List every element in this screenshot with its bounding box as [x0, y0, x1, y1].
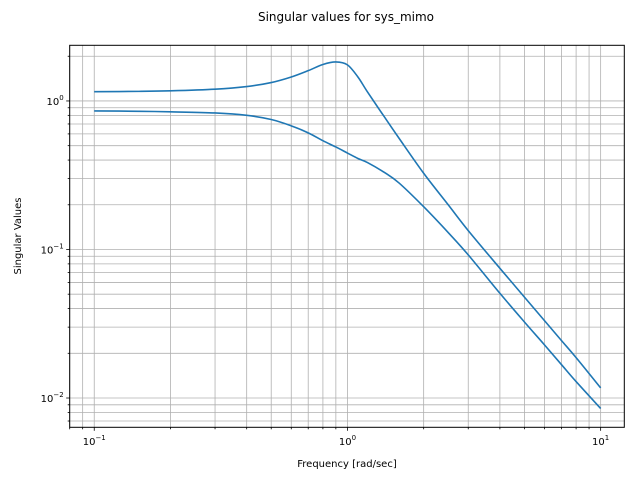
y-tick-labels: 10−2 10−1 100 — [41, 94, 64, 405]
axis-ticks — [66, 55, 602, 431]
series-line-sigma_min — [94, 110, 602, 410]
x-tick-label: 100 — [339, 434, 356, 448]
x-axis-label: Frequency [rad/sec] — [297, 459, 397, 470]
x-tick-label: 101 — [592, 434, 609, 448]
chart-title: Singular values for sys_mimo — [258, 10, 434, 24]
data-lines — [94, 61, 602, 410]
series-line-sigma_max — [94, 61, 602, 389]
y-tick-label: 10−1 — [41, 242, 64, 256]
axes-frame — [69, 44, 625, 428]
x-tick-labels: 10−1 100 101 — [83, 434, 610, 448]
x-tick-label: 10−1 — [83, 434, 106, 448]
y-axis-label: Singular Values — [13, 197, 24, 274]
plot-area — [66, 44, 625, 431]
y-tick-label: 100 — [46, 94, 63, 108]
grid-lines — [69, 45, 625, 428]
y-tick-label: 10−2 — [41, 391, 64, 405]
